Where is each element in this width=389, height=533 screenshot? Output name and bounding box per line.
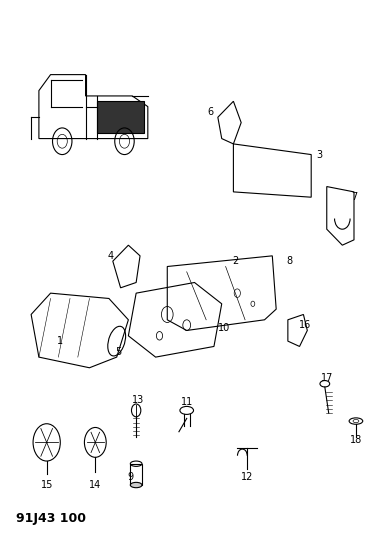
Text: 9: 9 <box>127 472 133 482</box>
Polygon shape <box>97 101 144 133</box>
Text: 7: 7 <box>351 192 357 202</box>
Text: 14: 14 <box>89 480 102 490</box>
Text: 12: 12 <box>241 472 253 482</box>
Text: 1: 1 <box>57 336 63 346</box>
Text: 2: 2 <box>232 256 238 266</box>
Text: 13: 13 <box>132 395 144 405</box>
Text: 18: 18 <box>350 435 362 445</box>
Text: 11: 11 <box>180 398 193 407</box>
Text: 10: 10 <box>217 323 230 333</box>
Text: 17: 17 <box>321 374 333 383</box>
Text: 5: 5 <box>116 347 122 357</box>
Text: 4: 4 <box>108 251 114 261</box>
Text: 8: 8 <box>287 256 293 266</box>
Text: 6: 6 <box>207 107 213 117</box>
Ellipse shape <box>130 482 142 488</box>
Text: 3: 3 <box>316 150 322 159</box>
Text: 15: 15 <box>40 480 53 490</box>
Text: 91J43 100: 91J43 100 <box>16 512 86 524</box>
Text: 16: 16 <box>299 320 312 330</box>
